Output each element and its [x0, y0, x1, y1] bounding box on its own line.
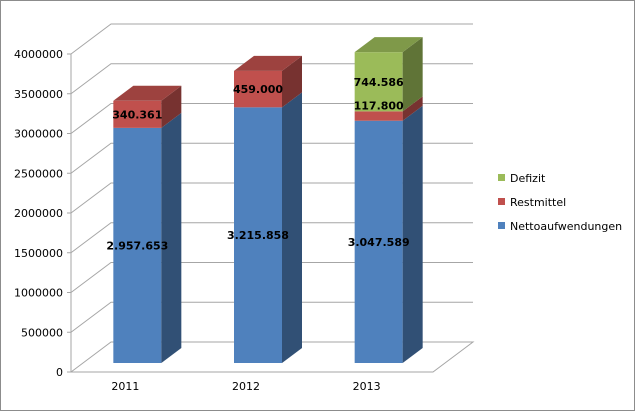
y-tick-label: 3000000	[14, 128, 63, 141]
gridline	[70, 182, 473, 214]
y-tick-label: 2500000	[14, 167, 63, 180]
x-axis-categories: 2011 2012 2013	[111, 380, 380, 393]
data-label: 2.957.653	[106, 239, 168, 252]
x-category-label: 2013	[353, 380, 381, 393]
bars	[113, 37, 423, 364]
bar-segment-front	[354, 52, 403, 112]
gridlines	[70, 23, 473, 333]
gridline	[70, 301, 473, 333]
data-label: 340.361	[112, 108, 162, 121]
gridline	[70, 262, 473, 293]
bar-segment-side	[402, 105, 423, 363]
y-tick-label: 0	[56, 366, 63, 379]
y-tick-label: 1500000	[14, 247, 63, 260]
bar-segment-front	[234, 107, 282, 363]
bar-segment-side	[402, 37, 423, 112]
bar-segment-front	[354, 111, 403, 121]
y-axis-ticks: 0 500000 1000000 1500000 2000000 2500000 30000…	[14, 48, 71, 379]
legend: Defizit Restmittel Nettoaufwendungen	[498, 172, 622, 233]
bar-segment-front	[113, 100, 162, 128]
bar-segment-front	[354, 120, 403, 363]
x-category-label: 2011	[111, 380, 139, 393]
bar-segment-side	[161, 112, 182, 364]
y-tick-label: 3500000	[14, 88, 63, 101]
bar-segment-front	[234, 70, 282, 108]
data-labels: 2.957.653 340.361 3.215.858 459.000 3.047.58…	[106, 76, 409, 253]
data-label: 459.000	[233, 83, 283, 96]
bar-segment-front	[113, 127, 162, 364]
bar-segment-side	[402, 96, 423, 121]
legend-label: Restmittel	[510, 196, 566, 209]
bar-segment-side	[282, 55, 302, 108]
gridline	[70, 142, 473, 174]
bar-segment-side	[161, 85, 182, 128]
x-category-label: 2012	[232, 380, 260, 393]
legend-swatch	[498, 174, 505, 181]
data-label: 3.215.858	[227, 229, 289, 242]
bar-segment-top	[113, 85, 182, 101]
legend-label: Defizit	[510, 172, 546, 185]
data-label: 3.047.589	[348, 236, 410, 249]
data-label: 744.586	[354, 76, 404, 89]
gridline	[70, 23, 473, 55]
y-tick-label: 500000	[21, 326, 63, 339]
bar-segment-side	[282, 92, 302, 363]
data-label: 117.800	[354, 99, 404, 112]
gridline	[70, 103, 473, 134]
gridline	[70, 222, 473, 254]
y-tick-label: 2000000	[14, 207, 63, 220]
y-tick-label: 4000000	[14, 48, 63, 61]
legend-swatch	[498, 198, 505, 205]
gridline	[70, 63, 473, 95]
legend-label: Nettoaufwendungen	[510, 220, 622, 233]
y-tick-label: 1000000	[14, 287, 63, 300]
floor	[69, 341, 475, 373]
bar-segment-top	[354, 37, 423, 53]
legend-swatch	[498, 222, 505, 229]
bar-segment-top	[234, 55, 302, 71]
